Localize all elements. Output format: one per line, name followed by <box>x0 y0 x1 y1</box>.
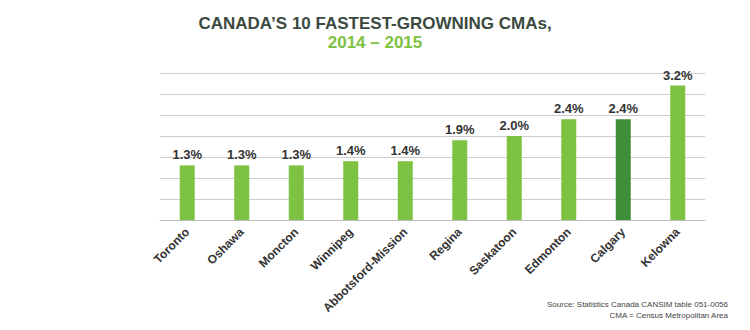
svg-text:Toronto: Toronto <box>151 225 192 266</box>
svg-text:1.4%: 1.4% <box>390 143 420 158</box>
svg-text:1.9%: 1.9% <box>445 122 475 137</box>
svg-text:1.3%: 1.3% <box>172 147 202 162</box>
svg-text:Regina: Regina <box>427 225 465 263</box>
svg-text:1.3%: 1.3% <box>227 147 257 162</box>
svg-text:Oshawa: Oshawa <box>204 225 247 268</box>
svg-text:1.4%: 1.4% <box>336 143 366 158</box>
svg-text:Moncton: Moncton <box>256 225 301 270</box>
svg-text:Kelowna: Kelowna <box>638 225 683 270</box>
svg-text:Saskatoon: Saskatoon <box>466 225 519 278</box>
svg-text:1.3%: 1.3% <box>281 147 311 162</box>
svg-text:Source: Statistics Canada CANS: Source: Statistics Canada CANSIM table 0… <box>547 300 729 309</box>
svg-text:2.4%: 2.4% <box>608 101 638 116</box>
svg-text:2014 – 2015: 2014 – 2015 <box>328 33 423 52</box>
svg-text:2.0%: 2.0% <box>499 118 529 133</box>
svg-text:Winnipeg: Winnipeg <box>308 225 356 273</box>
svg-text:Edmonton: Edmonton <box>522 225 574 277</box>
svg-text:2.4%: 2.4% <box>554 101 584 116</box>
svg-text:Calgary: Calgary <box>587 225 628 266</box>
svg-text:3.2%: 3.2% <box>663 68 693 83</box>
svg-text:CANADA’S 10 FASTEST-GROWNING C: CANADA’S 10 FASTEST-GROWNING CMAs, <box>198 14 551 33</box>
svg-text:Abbotsford-Mission: Abbotsford-Mission <box>320 225 410 315</box>
svg-text:CMA = Census Metropolitan Area: CMA = Census Metropolitan Area <box>609 311 728 320</box>
